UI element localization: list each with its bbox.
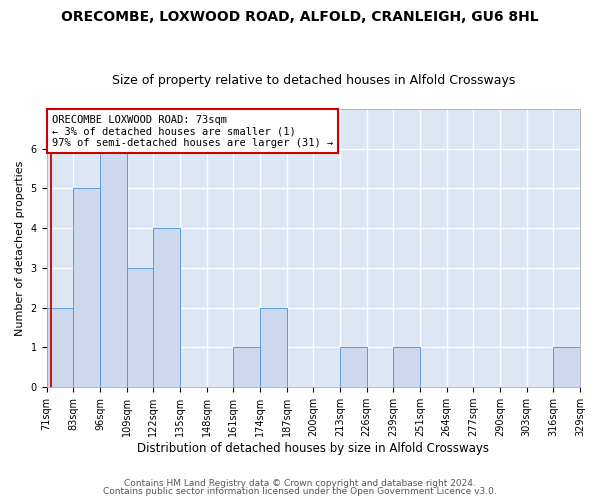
X-axis label: Distribution of detached houses by size in Alfold Crossways: Distribution of detached houses by size … [137, 442, 489, 455]
Bar [393, 348, 420, 387]
Bar [260, 308, 287, 387]
Text: Contains public sector information licensed under the Open Government Licence v3: Contains public sector information licen… [103, 487, 497, 496]
Bar [340, 348, 367, 387]
Title: Size of property relative to detached houses in Alfold Crossways: Size of property relative to detached ho… [112, 74, 515, 87]
Bar [233, 348, 260, 387]
Y-axis label: Number of detached properties: Number of detached properties [15, 160, 25, 336]
Text: Contains HM Land Registry data © Crown copyright and database right 2024.: Contains HM Land Registry data © Crown c… [124, 478, 476, 488]
Bar [153, 228, 180, 387]
Bar [553, 348, 580, 387]
Text: ORECOMBE, LOXWOOD ROAD, ALFOLD, CRANLEIGH, GU6 8HL: ORECOMBE, LOXWOOD ROAD, ALFOLD, CRANLEIG… [61, 10, 539, 24]
Text: ORECOMBE LOXWOOD ROAD: 73sqm
← 3% of detached houses are smaller (1)
97% of semi: ORECOMBE LOXWOOD ROAD: 73sqm ← 3% of det… [52, 114, 333, 148]
Bar [73, 188, 100, 387]
Bar [47, 308, 73, 387]
Bar [100, 148, 127, 387]
Bar [127, 268, 153, 387]
